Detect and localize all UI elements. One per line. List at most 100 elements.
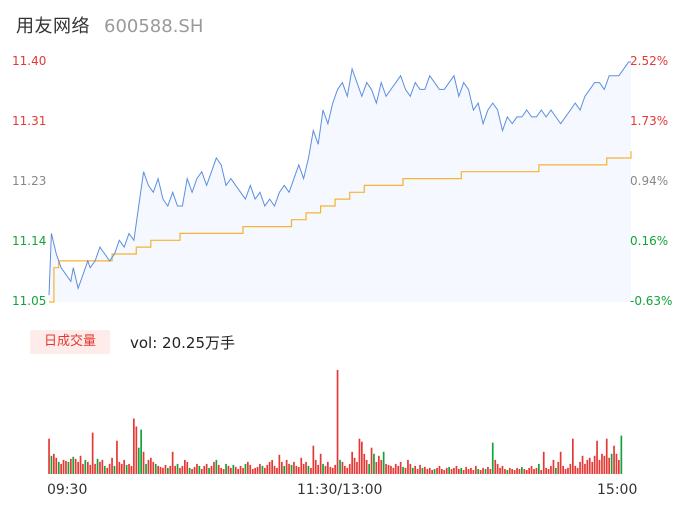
price-tick: 11.05 [12, 294, 47, 308]
volume-bar [579, 461, 581, 474]
volume-bar [154, 463, 157, 474]
volume-bar [574, 465, 577, 474]
volume-bar [227, 465, 230, 474]
volume-bar [356, 461, 358, 474]
volume-bar [375, 461, 378, 474]
volume-bar [477, 469, 480, 474]
volume-bar [215, 459, 218, 474]
volume-bar [348, 463, 351, 474]
volume-bar [404, 467, 407, 474]
percent-tick: 2.52% [630, 54, 669, 68]
volume-bar [576, 467, 579, 474]
volume-bar [288, 463, 290, 474]
volume-bar [50, 455, 53, 474]
volume-bar [188, 467, 191, 474]
volume-bar [72, 456, 75, 474]
volume-bar [433, 469, 436, 474]
volume-bar [259, 463, 261, 474]
volume-bar [145, 463, 147, 474]
volume-bar [601, 453, 603, 474]
volume-bar [89, 464, 92, 474]
volume-bar [387, 464, 390, 474]
volume-bar [608, 457, 610, 474]
volume-bar [200, 469, 203, 474]
intraday-price-chart [48, 61, 632, 303]
volume-bar [581, 455, 584, 474]
volume-bar [569, 463, 572, 474]
volume-bar [382, 451, 385, 474]
volume-bar [535, 467, 538, 474]
volume-bar [339, 459, 341, 474]
price-area-fill [49, 62, 631, 302]
volume-bar [465, 466, 467, 474]
volume-bar [225, 463, 227, 474]
volume-bar [77, 461, 79, 474]
volume-bar [363, 453, 366, 474]
volume-bar [87, 461, 89, 474]
volume-bar [99, 461, 101, 474]
volume-bar [540, 470, 543, 474]
volume-bar [550, 465, 552, 474]
volume-bar [443, 470, 446, 474]
volume-bar [220, 467, 222, 474]
volume-bar [399, 461, 402, 474]
volume-bar [421, 467, 424, 474]
volume-bar [94, 463, 96, 474]
volume-bar [596, 440, 598, 474]
volume-bar [205, 463, 208, 474]
volume-bar [572, 438, 574, 474]
volume-bar [312, 445, 315, 474]
volume-bar [179, 467, 181, 474]
volume-bar [603, 455, 606, 474]
volume-bar [103, 465, 106, 474]
daily-volume-tag[interactable]: 日成交量 [30, 330, 110, 354]
volume-bar [506, 470, 509, 474]
price-line [48, 61, 631, 296]
volume-bar [516, 467, 518, 474]
volume-bar [620, 435, 623, 474]
volume-bar [445, 467, 448, 474]
volume-bar [545, 467, 547, 474]
volume-bar [504, 469, 506, 474]
volume-bar [499, 467, 501, 474]
volume-bar [210, 465, 213, 474]
volume-bar [562, 465, 564, 474]
volume-bar [460, 467, 463, 474]
volume-bar [113, 465, 116, 474]
volume-bar [518, 469, 521, 474]
volume-bar [137, 447, 140, 474]
volume-bar [555, 467, 557, 474]
percent-tick: 0.16% [630, 234, 669, 248]
volume-bar [334, 464, 336, 474]
volume-bar [431, 470, 433, 474]
volume-bar [62, 459, 65, 474]
volume-bar [528, 467, 530, 474]
volume-bar [55, 457, 58, 474]
volume-bar [125, 464, 128, 474]
volume-bar [232, 464, 235, 474]
volume-bar [438, 465, 441, 474]
volume-bar [70, 458, 72, 474]
volume-bar [307, 465, 310, 474]
volume-bar [152, 461, 155, 474]
volume-bar [411, 467, 414, 474]
volume-bar [120, 463, 123, 474]
volume-bar [533, 469, 535, 474]
volume-bar [385, 463, 387, 474]
stock-code: 600588.SH [104, 16, 204, 37]
volume-bar [53, 453, 55, 474]
volume-bar [487, 466, 489, 474]
volume-bar [128, 463, 130, 474]
volume-bar [397, 465, 400, 474]
volume-bar [559, 451, 562, 474]
volume-bar [285, 459, 288, 474]
volume-bar [247, 461, 249, 474]
volume-bar [118, 461, 121, 474]
volume-bar [305, 461, 307, 474]
volume-bar [547, 469, 550, 474]
volume-bar [378, 455, 380, 474]
volume-bar [251, 469, 254, 474]
volume-bar [254, 467, 256, 474]
volume-bar [230, 467, 232, 474]
